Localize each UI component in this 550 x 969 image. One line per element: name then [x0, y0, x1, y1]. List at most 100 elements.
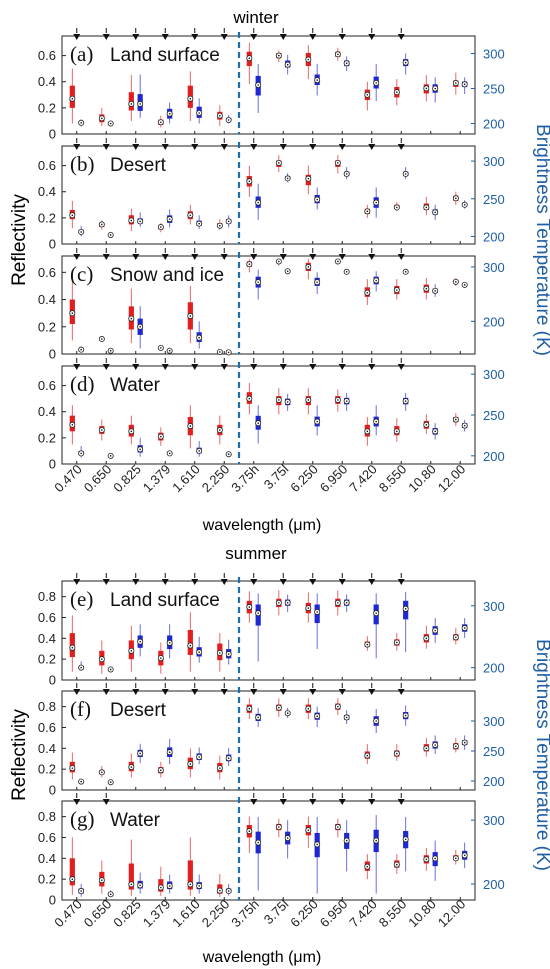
reflectivity-box [128, 753, 135, 778]
brightness-median-dot [80, 122, 82, 124]
brightness-median-dot [109, 781, 112, 783]
brightness-median-dot [168, 452, 171, 455]
channel-marker [102, 364, 110, 370]
channel-marker [132, 254, 140, 260]
reflectivity-median-dot [160, 769, 162, 771]
reflectivity-box [69, 615, 76, 672]
reflectivity-median-dot [71, 97, 74, 100]
channel-marker [102, 579, 110, 585]
reflectivity-box [334, 818, 341, 838]
brightness-median-dot [316, 281, 318, 283]
reflectivity-box [305, 45, 312, 80]
reflectivity-median-dot [219, 767, 221, 769]
left-y-tick-label: 0.2 [38, 210, 56, 225]
plot-frame [61, 580, 476, 681]
reflectivity-median-dot [278, 602, 280, 604]
left-y-tick-label: 0.2 [38, 430, 56, 445]
brightness-median-dot [257, 841, 259, 844]
brightness-box [196, 747, 203, 765]
reflectivity-box [364, 279, 371, 305]
reflectivity-median-dot [396, 289, 398, 291]
brightness-median-dot [345, 716, 348, 719]
reflectivity-box [275, 698, 282, 718]
brightness-box [107, 231, 114, 238]
brightness-box [461, 735, 468, 750]
brightness-median-dot [198, 450, 200, 452]
panel-label: (f) [70, 697, 91, 721]
reflectivity-median-dot [307, 607, 310, 609]
reflectivity-box [275, 590, 282, 616]
brightness-median-dot [345, 173, 348, 175]
surface-label: Land surface [110, 45, 220, 66]
brightness-box [78, 119, 85, 127]
brightness-median-dot [345, 62, 348, 65]
left-y-tick-label: 0 [49, 893, 56, 908]
reflectivity-median-dot [219, 889, 221, 892]
plot-frame [61, 145, 476, 245]
left-y-tick-label: 0.4 [38, 741, 56, 756]
brightness-median-dot [375, 720, 377, 722]
reflectivity-box [364, 854, 371, 880]
brightness-median-dot [463, 854, 466, 857]
brightness-median-dot [227, 453, 230, 456]
reflectivity-median-dot [130, 103, 133, 105]
brightness-median-dot [286, 401, 289, 403]
brightness-box [196, 874, 203, 894]
reflectivity-median-dot [455, 745, 457, 748]
channel-marker [279, 799, 287, 805]
channel-marker [309, 254, 317, 260]
reflectivity-median-dot [396, 91, 398, 93]
brightness-median-dot [404, 400, 407, 402]
surface-label: Desert [110, 155, 167, 176]
reflectivity-iqr [187, 629, 193, 655]
reflectivity-median-dot [366, 210, 369, 213]
left-y-tick-label: 0.4 [38, 631, 56, 646]
reflectivity-median-dot [307, 829, 310, 831]
x-tick-label: 1.610 [169, 897, 203, 931]
channel-marker [397, 34, 405, 40]
x-tick-label: 3.75h [228, 462, 262, 496]
reflectivity-median-dot [189, 214, 192, 217]
summer-title: summer [225, 544, 287, 563]
left-y-tick-label: 0.2 [38, 319, 56, 334]
left-y-tick-label: 0.4 [38, 184, 56, 199]
channel-marker [102, 144, 110, 150]
brightness-median-dot [345, 270, 348, 273]
brightness-median-dot [404, 270, 407, 273]
brightness-box [343, 167, 350, 180]
brightness-box [225, 349, 232, 356]
right-y-tick-label: 300 [483, 367, 505, 382]
brightness-box [343, 710, 350, 724]
reflectivity-median-dot [307, 399, 310, 401]
brightness-median-dot [227, 220, 230, 223]
brightness-median-dot [434, 211, 436, 214]
reflectivity-median-dot [160, 435, 162, 438]
brightness-median-dot [80, 780, 82, 783]
right-y-tick-label: 200 [483, 314, 505, 329]
reflectivity-box [187, 748, 194, 778]
brightness-median-dot [139, 640, 141, 643]
brightness-median-dot [198, 885, 200, 887]
brightness-median-dot [463, 284, 466, 286]
summer-right-ylabel: Brightness Temperature (K) [532, 639, 550, 871]
reflectivity-median-dot [71, 646, 74, 649]
reflectivity-median-dot [366, 430, 369, 433]
reflectivity-box [187, 285, 194, 344]
reflectivity-median-dot [455, 418, 457, 421]
panel-label: (a) [70, 42, 93, 66]
right-y-tick-label: 300 [483, 154, 505, 169]
reflectivity-box [216, 105, 223, 127]
x-tick-label: 12.00 [435, 897, 469, 931]
reflectivity-box [98, 220, 105, 230]
brightness-box [343, 820, 350, 872]
x-tick-label: 6.950 [317, 462, 351, 496]
brightness-box [314, 405, 321, 436]
brightness-median-dot [168, 112, 171, 115]
reflectivity-median-dot [189, 315, 192, 317]
brightness-box [137, 743, 144, 763]
brightness-box [314, 64, 321, 96]
reflectivity-median-dot [160, 121, 162, 124]
reflectivity-median-dot [278, 399, 280, 401]
reflectivity-median-dot [101, 429, 103, 431]
reflectivity-median-dot [396, 641, 398, 644]
